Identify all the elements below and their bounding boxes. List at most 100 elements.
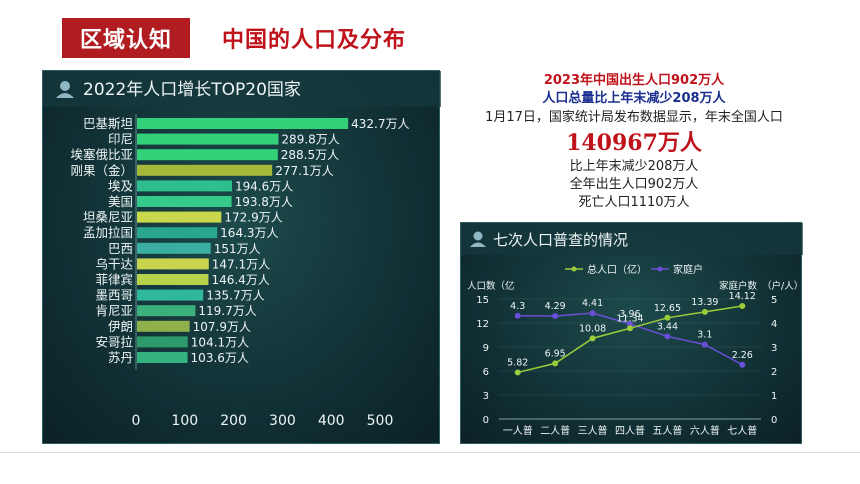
bar xyxy=(137,352,188,363)
bar-category-label: 孟加拉国 xyxy=(83,225,133,240)
bar xyxy=(137,149,278,161)
info-block: 2023年中国出生人口902万人 人口总量比上年末减少208万人 1月17日，国… xyxy=(448,72,820,212)
y-left-axis-title: 人口数（亿 xyxy=(467,280,515,292)
data-label: 4.29 xyxy=(545,301,566,312)
data-point xyxy=(701,341,708,348)
bar-value-label: 104.1万人 xyxy=(191,335,249,349)
headline-decrease: 人口总量比上年末减少208万人 xyxy=(542,91,726,106)
bar-value-label: 194.6万人 xyxy=(235,179,293,193)
x-tick-label: 四人普 xyxy=(615,424,645,437)
section-tag: 区域认知 xyxy=(62,18,190,58)
person-icon-head xyxy=(473,231,483,241)
bar-category-label: 安哥拉 xyxy=(95,334,133,349)
x-tick-label: 七人普 xyxy=(727,424,757,437)
data-point xyxy=(627,320,633,327)
line-chart-panel: 七次人口普查的情况 0 3 6 9 12 15 0 1 2 3 4 5 人口数（亿 家庭户数 （户/人） 总人口… xyxy=(460,222,803,444)
bar-value-label: 289.8万人 xyxy=(281,133,339,147)
data-label: 10.08 xyxy=(579,323,606,334)
bar xyxy=(137,320,190,332)
y-right-tick-label: 3 xyxy=(771,343,777,354)
person-icon-body xyxy=(470,242,486,247)
y-left-tick-label: 6 xyxy=(483,367,489,378)
bar-value-label: 164.3万人 xyxy=(220,226,278,240)
bar xyxy=(137,133,279,145)
info-line-decrease: 比上年末减少208万人 xyxy=(569,159,699,174)
data-point xyxy=(589,310,596,317)
x-tick-label: 一人普 xyxy=(503,424,533,437)
x-tick-label: 500 xyxy=(367,413,394,429)
person-icon xyxy=(56,81,74,98)
x-tick-label: 100 xyxy=(171,413,198,429)
bar-value-label: 135.7万人 xyxy=(206,289,264,303)
x-tick-label: 0 xyxy=(132,413,141,429)
bar xyxy=(137,118,349,129)
x-tick-label: 六人普 xyxy=(690,424,720,437)
y-right-axis-title: （户/人） xyxy=(762,280,803,292)
x-tick-label: 200 xyxy=(220,413,247,429)
bar-category-label: 坦桑尼亚 xyxy=(83,210,133,225)
bar-category-label: 美国 xyxy=(108,194,133,209)
data-label: 3.96 xyxy=(619,309,640,320)
bar-chart-panel: 2022年人口增长TOP20国家 巴基斯坦 432.7万人 印尼 289.8万人 埃塞俄比… xyxy=(42,70,441,444)
data-point xyxy=(664,314,671,321)
data-point xyxy=(701,308,708,315)
info-line-deaths: 死亡人口1110万人 xyxy=(578,195,690,210)
bar xyxy=(137,211,222,223)
y-left-tick-label: 9 xyxy=(483,343,489,354)
y-right-tick-label: 4 xyxy=(771,319,777,330)
bar-chart-title: 2022年人口增长TOP20国家 xyxy=(83,80,301,100)
x-tick-label: 五人普 xyxy=(652,424,682,437)
bar-category-label: 乌干达 xyxy=(95,256,133,271)
data-point xyxy=(627,325,633,332)
data-label: 4.41 xyxy=(582,298,603,309)
bar xyxy=(137,305,196,317)
bar-value-label: 103.6万人 xyxy=(191,351,249,365)
y-right-axis-title-top: 家庭户数 xyxy=(719,280,758,292)
x-tick-label: 三人普 xyxy=(578,424,608,437)
y-right-tick-label: 0 xyxy=(771,415,777,426)
line-chart-title: 七次人口普查的情况 xyxy=(493,231,628,249)
bar xyxy=(137,289,204,301)
bar-value-label: 151万人 xyxy=(214,242,261,256)
bar-value-label: 172.9万人 xyxy=(224,211,282,225)
bar xyxy=(137,274,209,285)
data-label: 6.95 xyxy=(545,348,566,359)
line-chart-header xyxy=(461,223,803,255)
data-label: 14.12 xyxy=(729,291,756,302)
bar-value-label: 119.7万人 xyxy=(198,304,256,318)
x-tick-label: 400 xyxy=(318,413,345,429)
y-left-tick-label: 0 xyxy=(483,415,489,426)
data-point xyxy=(514,369,521,376)
info-line-release: 1月17日，国家统计局发布数据显示，年末全国人口 xyxy=(485,110,783,125)
data-label: 4.3 xyxy=(510,301,525,312)
bar-value-label: 432.7万人 xyxy=(351,117,409,131)
data-point xyxy=(514,312,521,319)
bar xyxy=(137,336,188,348)
data-point xyxy=(552,360,559,367)
bar-value-label: 107.9万人 xyxy=(193,320,251,334)
data-point xyxy=(739,303,746,310)
data-label: 11.34 xyxy=(616,313,643,324)
bar-category-label: 伊朗 xyxy=(108,319,133,334)
data-label: 3.1 xyxy=(697,330,712,341)
y-right-tick-label: 1 xyxy=(771,391,777,402)
bar xyxy=(137,258,209,270)
info-line-births: 全年出生人口902万人 xyxy=(569,177,699,192)
bar-category-label: 刚果（金） xyxy=(70,163,133,178)
y-right-tick-label: 5 xyxy=(771,295,777,306)
legend-swatch-marker xyxy=(657,266,663,272)
bar-category-label: 埃塞俄比亚 xyxy=(70,147,133,162)
data-point xyxy=(552,313,559,320)
data-point xyxy=(739,361,746,368)
bar xyxy=(137,164,273,176)
data-label: 3.44 xyxy=(657,321,678,332)
bar-value-label: 288.5万人 xyxy=(281,148,339,162)
total-population: 140967万人 xyxy=(566,130,702,156)
bar-category-label: 肯尼亚 xyxy=(95,303,133,318)
bar xyxy=(137,227,218,239)
footer-divider xyxy=(0,452,860,453)
data-point xyxy=(589,335,596,342)
y-right-tick-label: 2 xyxy=(771,367,777,378)
